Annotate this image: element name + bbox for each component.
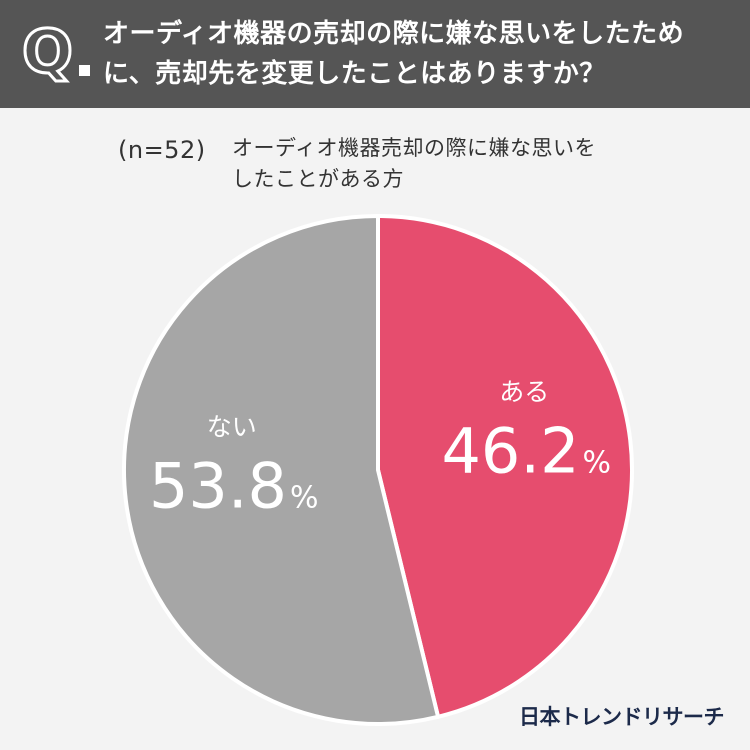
q-dot-icon <box>79 65 90 76</box>
q-icon: Q <box>20 17 74 87</box>
brand-logo: 日本トレンドリサーチ <box>519 705 725 729</box>
slice-label-no: ない <box>207 413 257 442</box>
sample-size: (n=52) <box>118 136 206 164</box>
respondent-label: オーディオ機器売却の際に嫌な思いを したことがある方 <box>232 133 702 195</box>
pie-slice-no <box>122 214 441 726</box>
question-text: オーディオ機器の売却の際に嫌な思いをしたため に、売却先を変更したことはあります… <box>103 14 743 94</box>
slice-value-yes: 46.2% <box>441 414 611 487</box>
question-header: Q オーディオ機器の売却の際に嫌な思いをしたため に、売却先を変更したことはあり… <box>0 0 750 108</box>
question-line-1: オーディオ機器の売却の際に嫌な思いをしたため <box>103 19 685 49</box>
slice-label-yes: ある <box>499 377 549 406</box>
slice-value-no: 53.8% <box>149 450 319 523</box>
question-line-2: に、売却先を変更したことはありますか？ <box>103 59 606 89</box>
respondent-label-line-2: したことがある方 <box>232 167 404 191</box>
pie-slice-yes <box>376 214 634 719</box>
respondent-label-line-1: オーディオ機器売却の際に嫌な思いを <box>232 136 597 160</box>
